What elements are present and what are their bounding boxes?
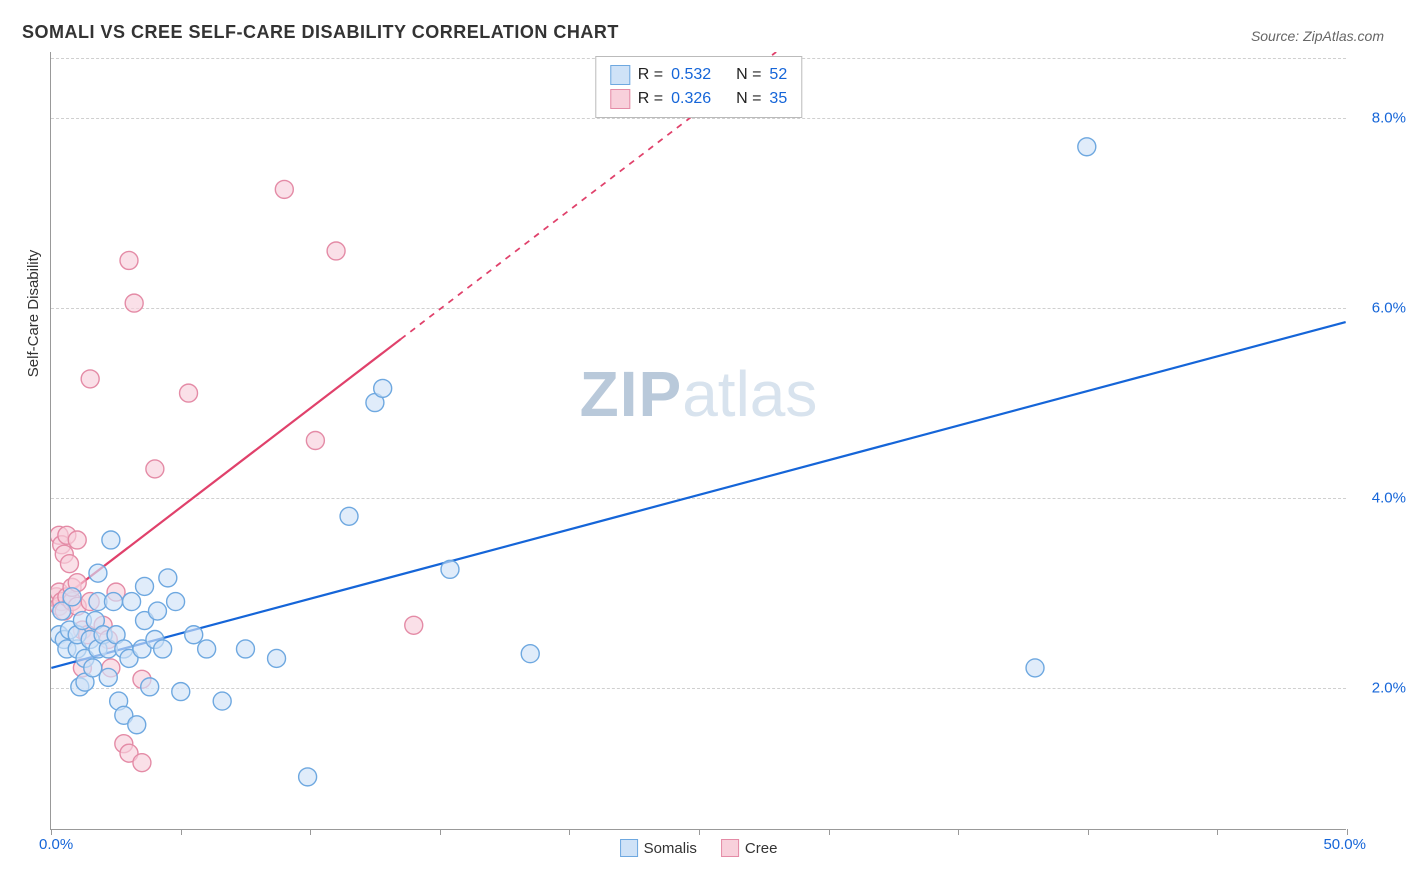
somali-point xyxy=(89,564,107,582)
legend-label-somali: Somalis xyxy=(644,840,697,857)
cree-point xyxy=(81,370,99,388)
somali-point xyxy=(340,507,358,525)
x-tick xyxy=(1217,829,1218,835)
somali-point xyxy=(374,379,392,397)
somali-point xyxy=(185,626,203,644)
cree-point xyxy=(60,555,78,573)
y-tick-label: 4.0% xyxy=(1351,489,1406,506)
cree-point xyxy=(306,432,324,450)
somali-trendline xyxy=(51,322,1345,668)
somali-point xyxy=(159,569,177,587)
somali-point xyxy=(521,645,539,663)
x-tick xyxy=(1088,829,1089,835)
x-tick xyxy=(958,829,959,835)
cree-point xyxy=(180,384,198,402)
correlation-legend: R = 0.532 N = 52 R = 0.326 N = 35 xyxy=(595,56,802,118)
y-tick-label: 6.0% xyxy=(1351,300,1406,317)
legend-series-cree: Cree xyxy=(721,839,778,857)
y-axis-label: Self-Care Disability xyxy=(25,249,42,377)
x-tick xyxy=(699,829,700,835)
plot-area: Self-Care Disability ZIPatlas 2.0%4.0%6.… xyxy=(50,52,1346,830)
somali-point xyxy=(167,593,185,611)
x-tick xyxy=(51,829,52,835)
cree-point xyxy=(327,242,345,260)
legend-swatch-blue xyxy=(610,65,630,85)
legend-N-label: N = xyxy=(736,66,761,84)
legend-R-label: R = xyxy=(638,66,663,84)
x-tick xyxy=(440,829,441,835)
legend-N-label: N = xyxy=(736,90,761,108)
somali-point xyxy=(154,640,172,658)
somali-point xyxy=(136,577,154,595)
legend-R-label: R = xyxy=(638,90,663,108)
legend-row-cree: R = 0.326 N = 35 xyxy=(610,87,787,111)
series-legend: Somalis Cree xyxy=(620,839,778,857)
somali-point xyxy=(441,560,459,578)
legend-label-cree: Cree xyxy=(745,840,778,857)
legend-N-cree: 35 xyxy=(769,90,787,108)
cree-point xyxy=(68,531,86,549)
x-axis-max-label: 50.0% xyxy=(1323,836,1366,853)
somali-point xyxy=(236,640,254,658)
legend-row-somali: R = 0.532 N = 52 xyxy=(610,63,787,87)
x-axis-min-label: 0.0% xyxy=(39,836,73,853)
cree-point xyxy=(125,294,143,312)
y-tick-label: 8.0% xyxy=(1351,110,1406,127)
somali-point xyxy=(213,692,231,710)
legend-swatch-pink-icon xyxy=(721,839,739,857)
legend-swatch-blue-icon xyxy=(620,839,638,857)
x-tick xyxy=(1347,829,1348,835)
somali-point xyxy=(123,593,141,611)
legend-R-somali: 0.532 xyxy=(671,66,711,84)
somali-point xyxy=(148,602,166,620)
cree-point xyxy=(146,460,164,478)
x-tick xyxy=(310,829,311,835)
x-tick xyxy=(181,829,182,835)
chart-title: SOMALI VS CREE SELF-CARE DISABILITY CORR… xyxy=(22,22,619,43)
somali-point xyxy=(99,668,117,686)
somali-point xyxy=(1026,659,1044,677)
legend-R-cree: 0.326 xyxy=(671,90,711,108)
somali-point xyxy=(141,678,159,696)
scatter-svg xyxy=(51,52,1346,829)
cree-point xyxy=(275,180,293,198)
legend-swatch-pink xyxy=(610,89,630,109)
somali-point xyxy=(1078,138,1096,156)
somali-point xyxy=(128,716,146,734)
somali-point xyxy=(299,768,317,786)
x-tick xyxy=(569,829,570,835)
somali-point xyxy=(84,659,102,677)
somali-point xyxy=(102,531,120,549)
somali-point xyxy=(198,640,216,658)
cree-point xyxy=(120,251,138,269)
x-tick xyxy=(829,829,830,835)
somali-point xyxy=(104,593,122,611)
source-label: Source: ZipAtlas.com xyxy=(1251,28,1384,44)
somali-point xyxy=(172,683,190,701)
legend-N-somali: 52 xyxy=(769,66,787,84)
somali-point xyxy=(268,649,286,667)
legend-series-somali: Somalis xyxy=(620,839,697,857)
y-tick-label: 2.0% xyxy=(1351,679,1406,696)
cree-point xyxy=(405,616,423,634)
cree-point xyxy=(133,754,151,772)
somali-point xyxy=(63,588,81,606)
